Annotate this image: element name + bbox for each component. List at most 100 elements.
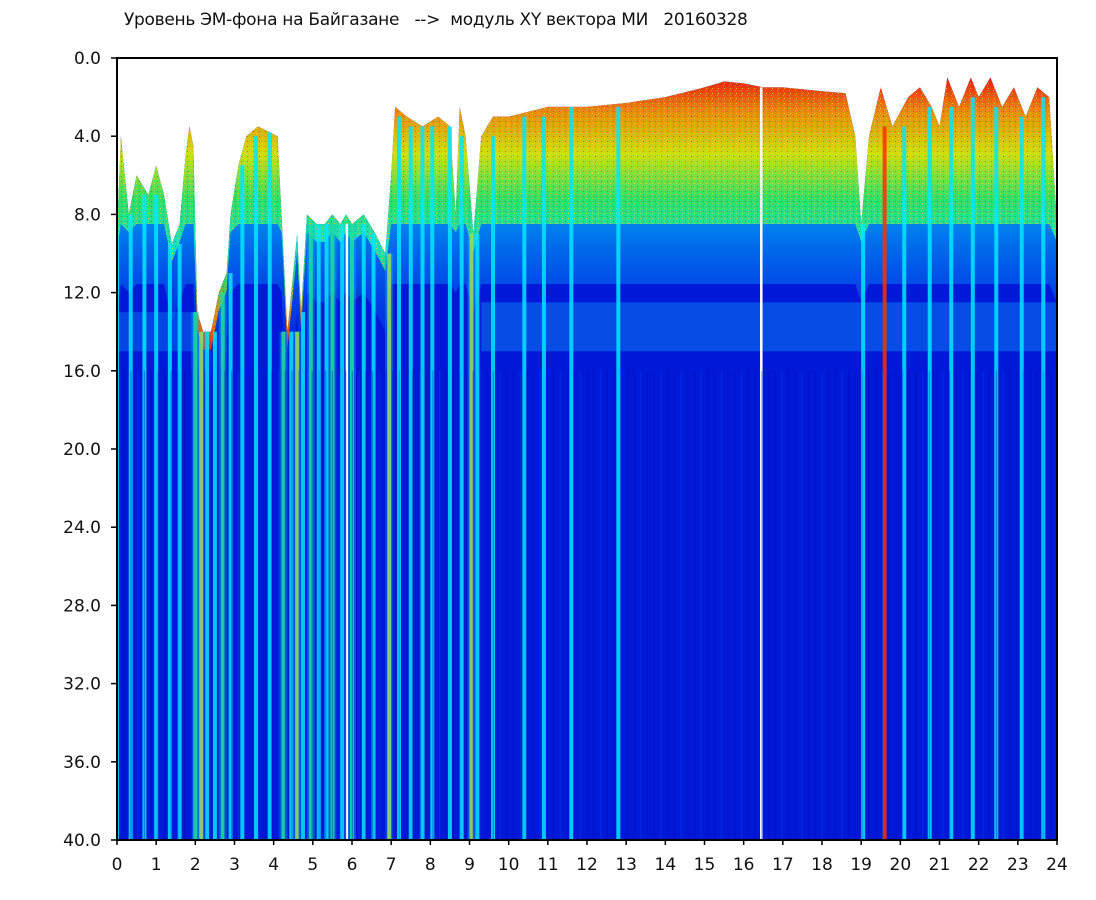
background-streak: [868, 370, 870, 840]
background-streak: [163, 370, 166, 840]
x-tick-label: 1: [151, 855, 162, 875]
background-streak: [586, 370, 588, 840]
y-tick-label: 20.0: [63, 440, 101, 460]
background-streak: [237, 370, 239, 840]
background-streak: [566, 370, 568, 840]
signal-stripe: [289, 331, 294, 840]
background-streak: [606, 370, 608, 840]
signal-stripe: [949, 106, 954, 840]
y-tick-label: 40.0: [63, 831, 101, 851]
signal-stripe: [397, 116, 401, 840]
background-streak: [539, 370, 541, 840]
signal-stripe: [324, 224, 329, 840]
background-streak: [210, 370, 213, 840]
background-streak: [338, 370, 340, 840]
background-streak: [184, 370, 186, 840]
background-streak: [445, 370, 447, 840]
background-streak: [526, 370, 528, 840]
signal-stripe: [154, 194, 159, 840]
background-streak: [680, 370, 682, 840]
x-tick-label: 17: [772, 855, 794, 875]
background-streak: [311, 370, 313, 840]
signal-stripe: [569, 106, 574, 840]
y-tick-label: 12.0: [63, 284, 101, 304]
background-streak: [660, 370, 662, 840]
background-streak: [747, 370, 749, 840]
high-level-band-texture: [117, 77, 1057, 350]
x-tick-label: 10: [498, 855, 520, 875]
background-streak: [761, 370, 763, 840]
background-streak: [1002, 370, 1004, 840]
signal-stripe: [254, 136, 259, 840]
signal-stripe: [408, 126, 413, 840]
x-tick-label: 18: [811, 855, 833, 875]
background-streak: [459, 370, 461, 840]
background-streak: [935, 370, 937, 840]
signal-stripe: [459, 136, 464, 840]
background-streak: [546, 370, 548, 840]
background-streak: [298, 370, 300, 840]
signal-stripe: [240, 165, 245, 840]
background-streak: [291, 370, 293, 840]
background-streak: [942, 370, 944, 840]
background-streak: [989, 370, 991, 840]
background-streak: [573, 370, 575, 840]
signal-stripe: [212, 331, 217, 840]
background-streak: [439, 370, 441, 840]
background-streak: [901, 370, 904, 840]
signal-stripe: [267, 132, 272, 840]
signal-stripe: [205, 331, 210, 840]
signal-stripe: [541, 116, 546, 840]
background-streak: [197, 370, 199, 840]
background-streak: [304, 370, 307, 840]
background-streak: [499, 370, 501, 840]
signal-stripe-halo: [328, 224, 337, 840]
background-streak: [647, 370, 649, 840]
background-streak: [217, 370, 219, 840]
background-streak: [150, 370, 152, 840]
background-streak: [1029, 370, 1031, 840]
signal-stripe: [295, 331, 300, 840]
background-streak: [345, 370, 347, 840]
signal-stripe-halo: [306, 224, 315, 840]
signal-stripe: [177, 243, 182, 840]
chart-title: Уровень ЭМ-фона на Байгазане --> модуль …: [124, 10, 748, 30]
background-streak: [787, 370, 790, 840]
signal-stripe: [522, 116, 527, 840]
empty-region: [117, 58, 1057, 332]
signal-stripe: [861, 224, 866, 840]
background-streak: [740, 370, 743, 840]
background-streak: [371, 370, 374, 840]
background-streak: [626, 370, 629, 840]
signal-stripe-halo: [197, 331, 206, 840]
signal-stripe: [469, 233, 474, 840]
background-streak: [593, 370, 595, 840]
x-tick-label: 14: [655, 855, 677, 875]
background-streak: [922, 370, 924, 840]
background-streak: [231, 370, 233, 840]
background-streak: [861, 370, 863, 840]
signal-stripe-halo: [467, 233, 476, 840]
background-streak: [177, 370, 179, 840]
signal-stripe: [361, 224, 366, 840]
signal-stripe: [927, 106, 932, 840]
signal-stripe: [882, 126, 887, 840]
background-streak: [157, 370, 159, 840]
background-streak: [123, 370, 125, 840]
background-streak: [821, 370, 823, 840]
signal-stripe: [387, 253, 392, 840]
x-tick-label: 9: [464, 855, 475, 875]
background-streak: [794, 370, 796, 840]
signal-stripe: [128, 214, 133, 840]
background-streak: [512, 370, 515, 840]
signal-stripe: [199, 331, 204, 840]
signal-stripe: [420, 126, 425, 840]
background-streak: [714, 370, 716, 840]
background-streak: [767, 370, 769, 840]
background-streak: [472, 370, 474, 840]
x-tick-label: 7: [386, 855, 397, 875]
background-streak: [814, 370, 816, 840]
background-streak: [955, 370, 957, 840]
background-streak: [962, 370, 964, 840]
